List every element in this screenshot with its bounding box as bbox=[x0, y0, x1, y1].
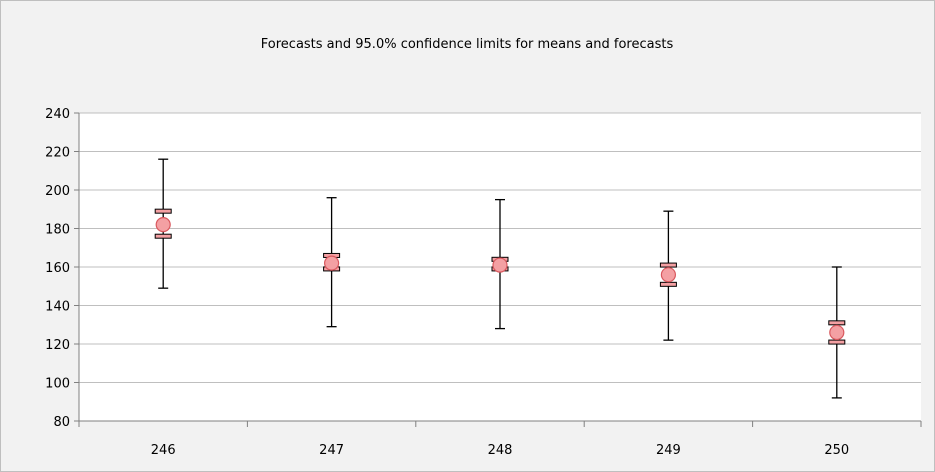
y-tick-label: 140 bbox=[45, 300, 70, 315]
mean-ci-upper-cap bbox=[154, 208, 172, 214]
forecast-point bbox=[492, 257, 508, 273]
y-tick-label: 180 bbox=[45, 223, 70, 238]
forecast-point bbox=[829, 324, 845, 341]
mean-ci-upper-cap bbox=[659, 262, 677, 268]
error-bar-group bbox=[491, 198, 509, 330]
error-bar-group bbox=[659, 210, 677, 341]
x-tick-label: 249 bbox=[656, 443, 681, 458]
y-tick-label: 220 bbox=[45, 146, 70, 161]
y-axis: 80 100 120 140 160 180 200 220 240 bbox=[45, 107, 80, 430]
mean-ci-lower-cap bbox=[828, 339, 846, 345]
mean-ci-upper-cap bbox=[828, 320, 846, 326]
error-bar-group bbox=[323, 197, 341, 328]
y-tick-label: 120 bbox=[45, 338, 70, 353]
error-bar-group bbox=[828, 266, 846, 399]
chart-title: Forecasts and 95.0% confidence limits fo… bbox=[261, 37, 674, 52]
y-tick-label: 80 bbox=[53, 415, 70, 430]
y-tick-label: 200 bbox=[45, 184, 70, 199]
y-tick-label: 240 bbox=[45, 107, 70, 122]
forecast-point bbox=[155, 217, 171, 233]
x-axis: 246 247 248 249 250 bbox=[78, 420, 922, 458]
forecast-point bbox=[324, 255, 340, 271]
x-tick-label: 246 bbox=[151, 443, 176, 458]
y-tick-label: 100 bbox=[45, 377, 70, 392]
mean-ci-lower-cap bbox=[154, 233, 172, 239]
mean-ci-lower-cap bbox=[659, 281, 677, 287]
x-tick-label: 248 bbox=[488, 443, 513, 458]
forecast-point bbox=[660, 267, 677, 283]
error-bar-group bbox=[154, 158, 172, 289]
y-tick-label: 160 bbox=[45, 261, 70, 276]
series-layer bbox=[154, 158, 846, 399]
x-tick-label: 250 bbox=[824, 443, 849, 458]
x-tick-label: 247 bbox=[319, 443, 344, 458]
